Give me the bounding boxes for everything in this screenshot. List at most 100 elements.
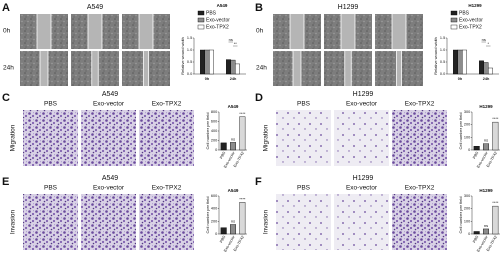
chart-title: A549 [217, 3, 228, 8]
bar [483, 62, 489, 75]
wound-gap [143, 51, 149, 86]
transwell-image [81, 110, 136, 166]
y-tick-label: 0.0 [187, 72, 192, 76]
side-label: Migration [10, 124, 17, 151]
x-tick-label: PBS [219, 235, 226, 244]
legend-swatch [450, 17, 458, 23]
bar [462, 49, 467, 75]
transwell-image [392, 194, 447, 250]
bar [239, 202, 246, 235]
wound-gap [341, 14, 355, 49]
column-label: PBS [297, 185, 311, 192]
y-tick-label: 200 [211, 139, 217, 143]
column-label: PBS [44, 185, 58, 192]
bar [204, 49, 210, 75]
y-tick-label: 200 [211, 219, 217, 223]
annotation: **** [492, 200, 499, 205]
side-label: Invasion [263, 210, 270, 235]
bar [200, 49, 205, 75]
y-tick-label: 400 [211, 129, 217, 133]
legend-swatch [450, 10, 458, 16]
y-axis-label: Relative wound width [180, 37, 185, 75]
wound-gap [293, 51, 301, 86]
column-label: Exo-vector [346, 101, 378, 108]
annotation: **** [239, 111, 246, 116]
annotation: ** [234, 41, 238, 46]
side-label: Invasion [10, 210, 17, 235]
column-label: Exo-vector [93, 185, 125, 192]
bar [492, 205, 499, 235]
wound-gap [139, 14, 153, 49]
bar [220, 142, 227, 151]
legend-label: Exo-vector [206, 17, 230, 23]
y-tick-label: 0.5 [187, 60, 192, 64]
chart-title: H1299 [468, 3, 482, 8]
y-tick-label: 1.0 [187, 48, 192, 52]
x-tick-label: 24h [230, 77, 237, 81]
legend-swatch [197, 24, 205, 30]
transwell-image [334, 110, 389, 166]
column-label: Exo-vector [346, 185, 378, 192]
legend-swatch [197, 10, 205, 16]
bar [239, 116, 246, 151]
y-tick-label: 100 [464, 135, 470, 139]
y-tick-label: 300 [464, 110, 470, 114]
legend-label: Exo-vector [459, 17, 483, 23]
panel-title: A549 [102, 91, 118, 98]
y-tick-label: 1.0 [440, 48, 445, 52]
panel-title: A549 [87, 4, 103, 11]
column-label: PBS [44, 101, 58, 108]
bar [457, 49, 463, 75]
y-tick-label: 300 [464, 194, 470, 198]
x-tick-label: PBS [219, 151, 226, 160]
x-tick-label: PBS [472, 235, 479, 244]
legend-label: PBS [206, 10, 217, 16]
y-tick-label: 0 [468, 148, 470, 152]
bar [479, 60, 484, 75]
y-axis-label: Cell number per field [458, 113, 463, 150]
annotation: **** [239, 196, 246, 201]
legend-swatch [450, 24, 458, 30]
transwell-image [81, 194, 136, 250]
bar [483, 228, 490, 235]
panel-title: H1299 [353, 91, 374, 98]
y-axis-label: Relative wound width [433, 37, 438, 75]
y-axis-label: Cell number per field [205, 113, 210, 150]
y-tick-label: 400 [211, 207, 217, 211]
bar [473, 145, 480, 151]
wound-gap [91, 51, 99, 86]
transwell-image [276, 194, 331, 250]
panel-title: A549 [102, 175, 118, 182]
wound-gap [290, 14, 304, 49]
y-tick-label: 0 [215, 232, 217, 236]
bar [220, 227, 227, 235]
y-tick-label: 200 [464, 207, 470, 211]
y-tick-label: 0.5 [440, 60, 445, 64]
column-label: Exo-TPX2 [152, 185, 182, 192]
annotation: **** [492, 116, 499, 121]
panel-label: C [2, 92, 10, 104]
y-tick-label: 600 [211, 120, 217, 124]
chart-title: H1299 [479, 104, 493, 109]
legend-label: Exo-TPX2 [206, 24, 229, 30]
column-label: Exo-TPX2 [152, 101, 182, 108]
bar [453, 49, 458, 75]
bar [226, 59, 231, 75]
bar [473, 231, 480, 235]
wound-gap [40, 51, 48, 86]
annotation: ns [482, 37, 486, 42]
column-label: PBS [297, 101, 311, 108]
y-axis-label: Cell number per field [205, 197, 210, 234]
x-tick-label: 24h [483, 77, 490, 81]
row-label: 24h [3, 65, 14, 72]
bar [230, 59, 236, 75]
legend-label: Exo-TPX2 [459, 24, 482, 30]
panel-label: B [255, 2, 263, 14]
transwell-image [334, 194, 389, 250]
row-label: 0h [256, 28, 264, 35]
bar [229, 142, 236, 151]
transwell-image [139, 110, 194, 166]
annotation: ns [484, 138, 488, 143]
chart-title: A549 [228, 104, 239, 109]
y-tick-label: 0 [215, 148, 217, 152]
